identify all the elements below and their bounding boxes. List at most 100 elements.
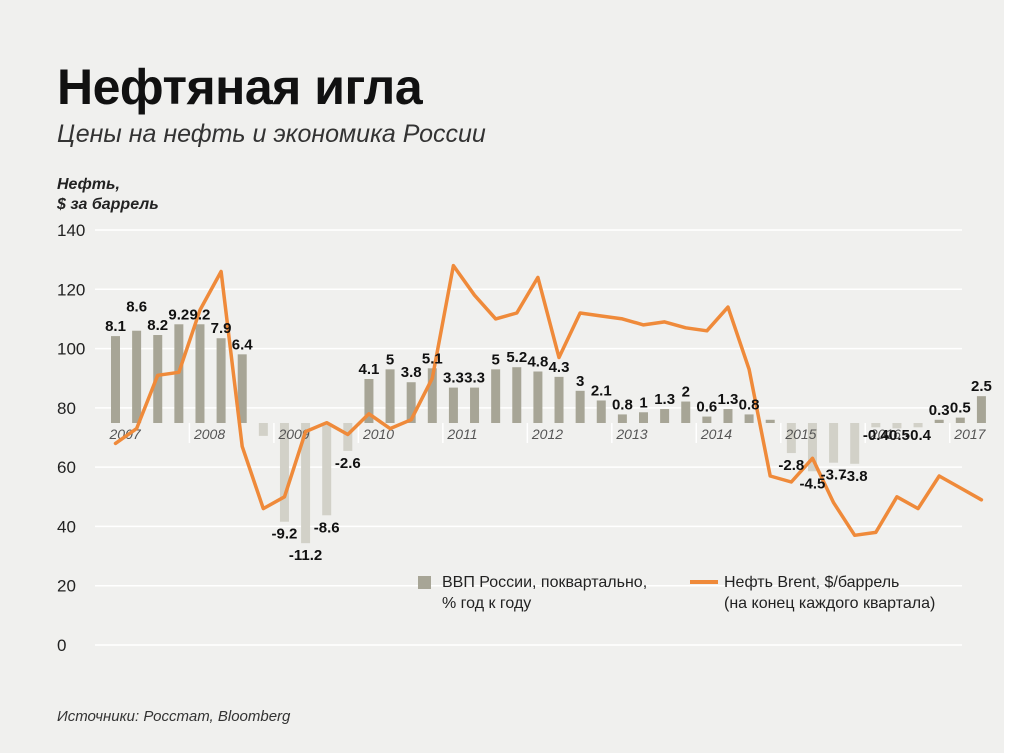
gdp-value-label: -0.4 — [905, 427, 932, 444]
gdp-value-label: -2.6 — [335, 455, 361, 472]
gdp-bar — [448, 387, 458, 423]
gdp-value-label: 4.3 — [549, 359, 570, 376]
legend-bar-line2: % год к году — [442, 595, 532, 612]
gdp-bar — [913, 423, 923, 428]
gdp-bar — [427, 368, 437, 423]
gdp-bar — [639, 412, 648, 423]
oil-price-line — [113, 263, 984, 538]
gdp-bar — [301, 423, 311, 544]
gdp-bar — [660, 409, 670, 423]
gdp-bar — [575, 390, 585, 423]
y-tick-label: 140 — [57, 221, 85, 240]
y-tick-label: 40 — [57, 517, 76, 536]
gdp-bar — [385, 369, 395, 423]
gdp-value-label: 3 — [576, 373, 584, 390]
gdp-value-label: 5.2 — [506, 349, 527, 366]
y-tick-label: 100 — [57, 340, 85, 359]
y-axis-label-line1: Нефть, — [57, 176, 120, 193]
y-axis-label-line2: $ за баррель — [57, 196, 159, 213]
gdp-value-label: -11.2 — [289, 547, 322, 564]
gdp-bar — [554, 376, 564, 423]
legend-bar-swatch — [418, 576, 431, 589]
gdp-value-label: 8.2 — [147, 317, 168, 334]
gdp-value-label: 2 — [682, 384, 690, 401]
y-tick-label: 120 — [57, 280, 85, 299]
gdp-value-label: -0.5 — [884, 427, 910, 444]
gdp-bar — [617, 414, 627, 423]
gdp-value-label: 2.1 — [591, 382, 612, 399]
source-note: Источники: Росстат, Bloomberg — [57, 708, 291, 725]
year-label: 2016 — [869, 426, 901, 442]
gdp-value-label: 6.4 — [232, 336, 254, 353]
gdp-bar — [765, 419, 775, 423]
gdp-bar — [850, 423, 860, 464]
gdp-bar — [786, 423, 796, 454]
gdp-bar — [258, 423, 268, 436]
gdp-bar — [596, 400, 606, 423]
gdp-bar — [491, 369, 501, 423]
gdp-bar — [132, 330, 142, 423]
gdp-value-label: -3.8 — [842, 468, 868, 485]
gdp-bar — [343, 423, 353, 451]
legend-bar-line1: ВВП России, поквартально, — [442, 574, 648, 591]
year-label: 2010 — [362, 426, 394, 442]
gdp-value-label: 3.3 — [443, 370, 464, 387]
legend-line-line2: (на конец каждого квартала) — [724, 595, 936, 612]
gdp-bar — [279, 423, 289, 522]
gdp-value-label: -8.6 — [314, 519, 340, 536]
gdp-value-label: 0.3 — [929, 402, 950, 419]
gdp-value-label: -2.8 — [778, 457, 804, 474]
gdp-value-label: 9.2 — [168, 306, 189, 323]
gdp-bar — [322, 423, 332, 516]
gdp-bar — [533, 371, 543, 423]
gdp-bar — [807, 423, 817, 472]
gdp-bar — [955, 417, 965, 423]
gdp-value-label: 3.3 — [464, 370, 485, 387]
gdp-value-label: 8.1 — [105, 318, 126, 335]
gdp-value-label: 3.8 — [401, 364, 422, 381]
gdp-value-label: -4.5 — [800, 475, 826, 492]
gdp-value-label: 0.5 — [950, 400, 971, 417]
gdp-bar — [406, 382, 416, 423]
y-axis-ticks: 0 20 40 60 80 100 120 140 — [57, 221, 85, 655]
gdp-value-label: -3.7 — [821, 467, 847, 484]
gdp-bar — [829, 423, 839, 463]
gdp-bar — [470, 387, 480, 423]
gdp-bar — [871, 423, 881, 428]
year-label: 2008 — [193, 426, 225, 442]
gdp-value-label: -0.4 — [863, 427, 890, 444]
legend-line-line1: Нефть Brent, $/баррель — [724, 574, 900, 591]
chart-title: Нефтяная игла — [57, 59, 423, 115]
gdp-bar — [237, 354, 247, 423]
gdp-bar — [681, 401, 691, 423]
year-labels: 2007 2008 2009 2010 2011 2012 2013 2014 2015 2016… — [109, 423, 987, 443]
year-label: 2011 — [446, 426, 477, 442]
gdp-value-label: 1.3 — [654, 391, 675, 408]
gdp-value-label: 5 — [386, 351, 394, 368]
gdp-value-label: 7.9 — [211, 320, 232, 337]
gdp-value-label: -9.2 — [272, 526, 298, 543]
gdp-value-label: 1.3 — [718, 391, 739, 408]
legend-bar-text: ВВП России, поквартально, % год к году — [442, 572, 647, 614]
gdp-value-label: 0.8 — [612, 396, 633, 413]
gdp-bar — [702, 416, 712, 423]
year-label: 2012 — [531, 426, 563, 442]
gdp-bar — [195, 324, 205, 423]
gdp-value-label: 8.6 — [126, 299, 147, 316]
gdp-value-label: 1 — [639, 394, 647, 411]
year-label: 2015 — [784, 426, 816, 442]
oil-price-polyline — [113, 263, 984, 538]
legend-line-swatch — [690, 580, 718, 584]
gdp-bar — [744, 414, 754, 423]
gdp-bar — [111, 336, 120, 423]
gdp-value-label: 4.1 — [359, 361, 380, 378]
legend-line-text: Нефть Brent, $/баррель (на конец каждого… — [724, 572, 935, 614]
y-tick-label: 0 — [57, 636, 66, 655]
gdp-value-label: 0.8 — [739, 396, 760, 413]
chart-subtitle: Цены на нефть и экономика России — [57, 120, 486, 148]
gdp-value-labels: 8.18.68.29.2 9.27.96.4-9.2-11.2-8.6-2.64.… — [105, 299, 992, 564]
gdp-value-label: 9.2 — [190, 306, 211, 323]
gdp-value-label: 2.5 — [971, 378, 992, 395]
gdp-value-label: 0.6 — [696, 399, 717, 416]
